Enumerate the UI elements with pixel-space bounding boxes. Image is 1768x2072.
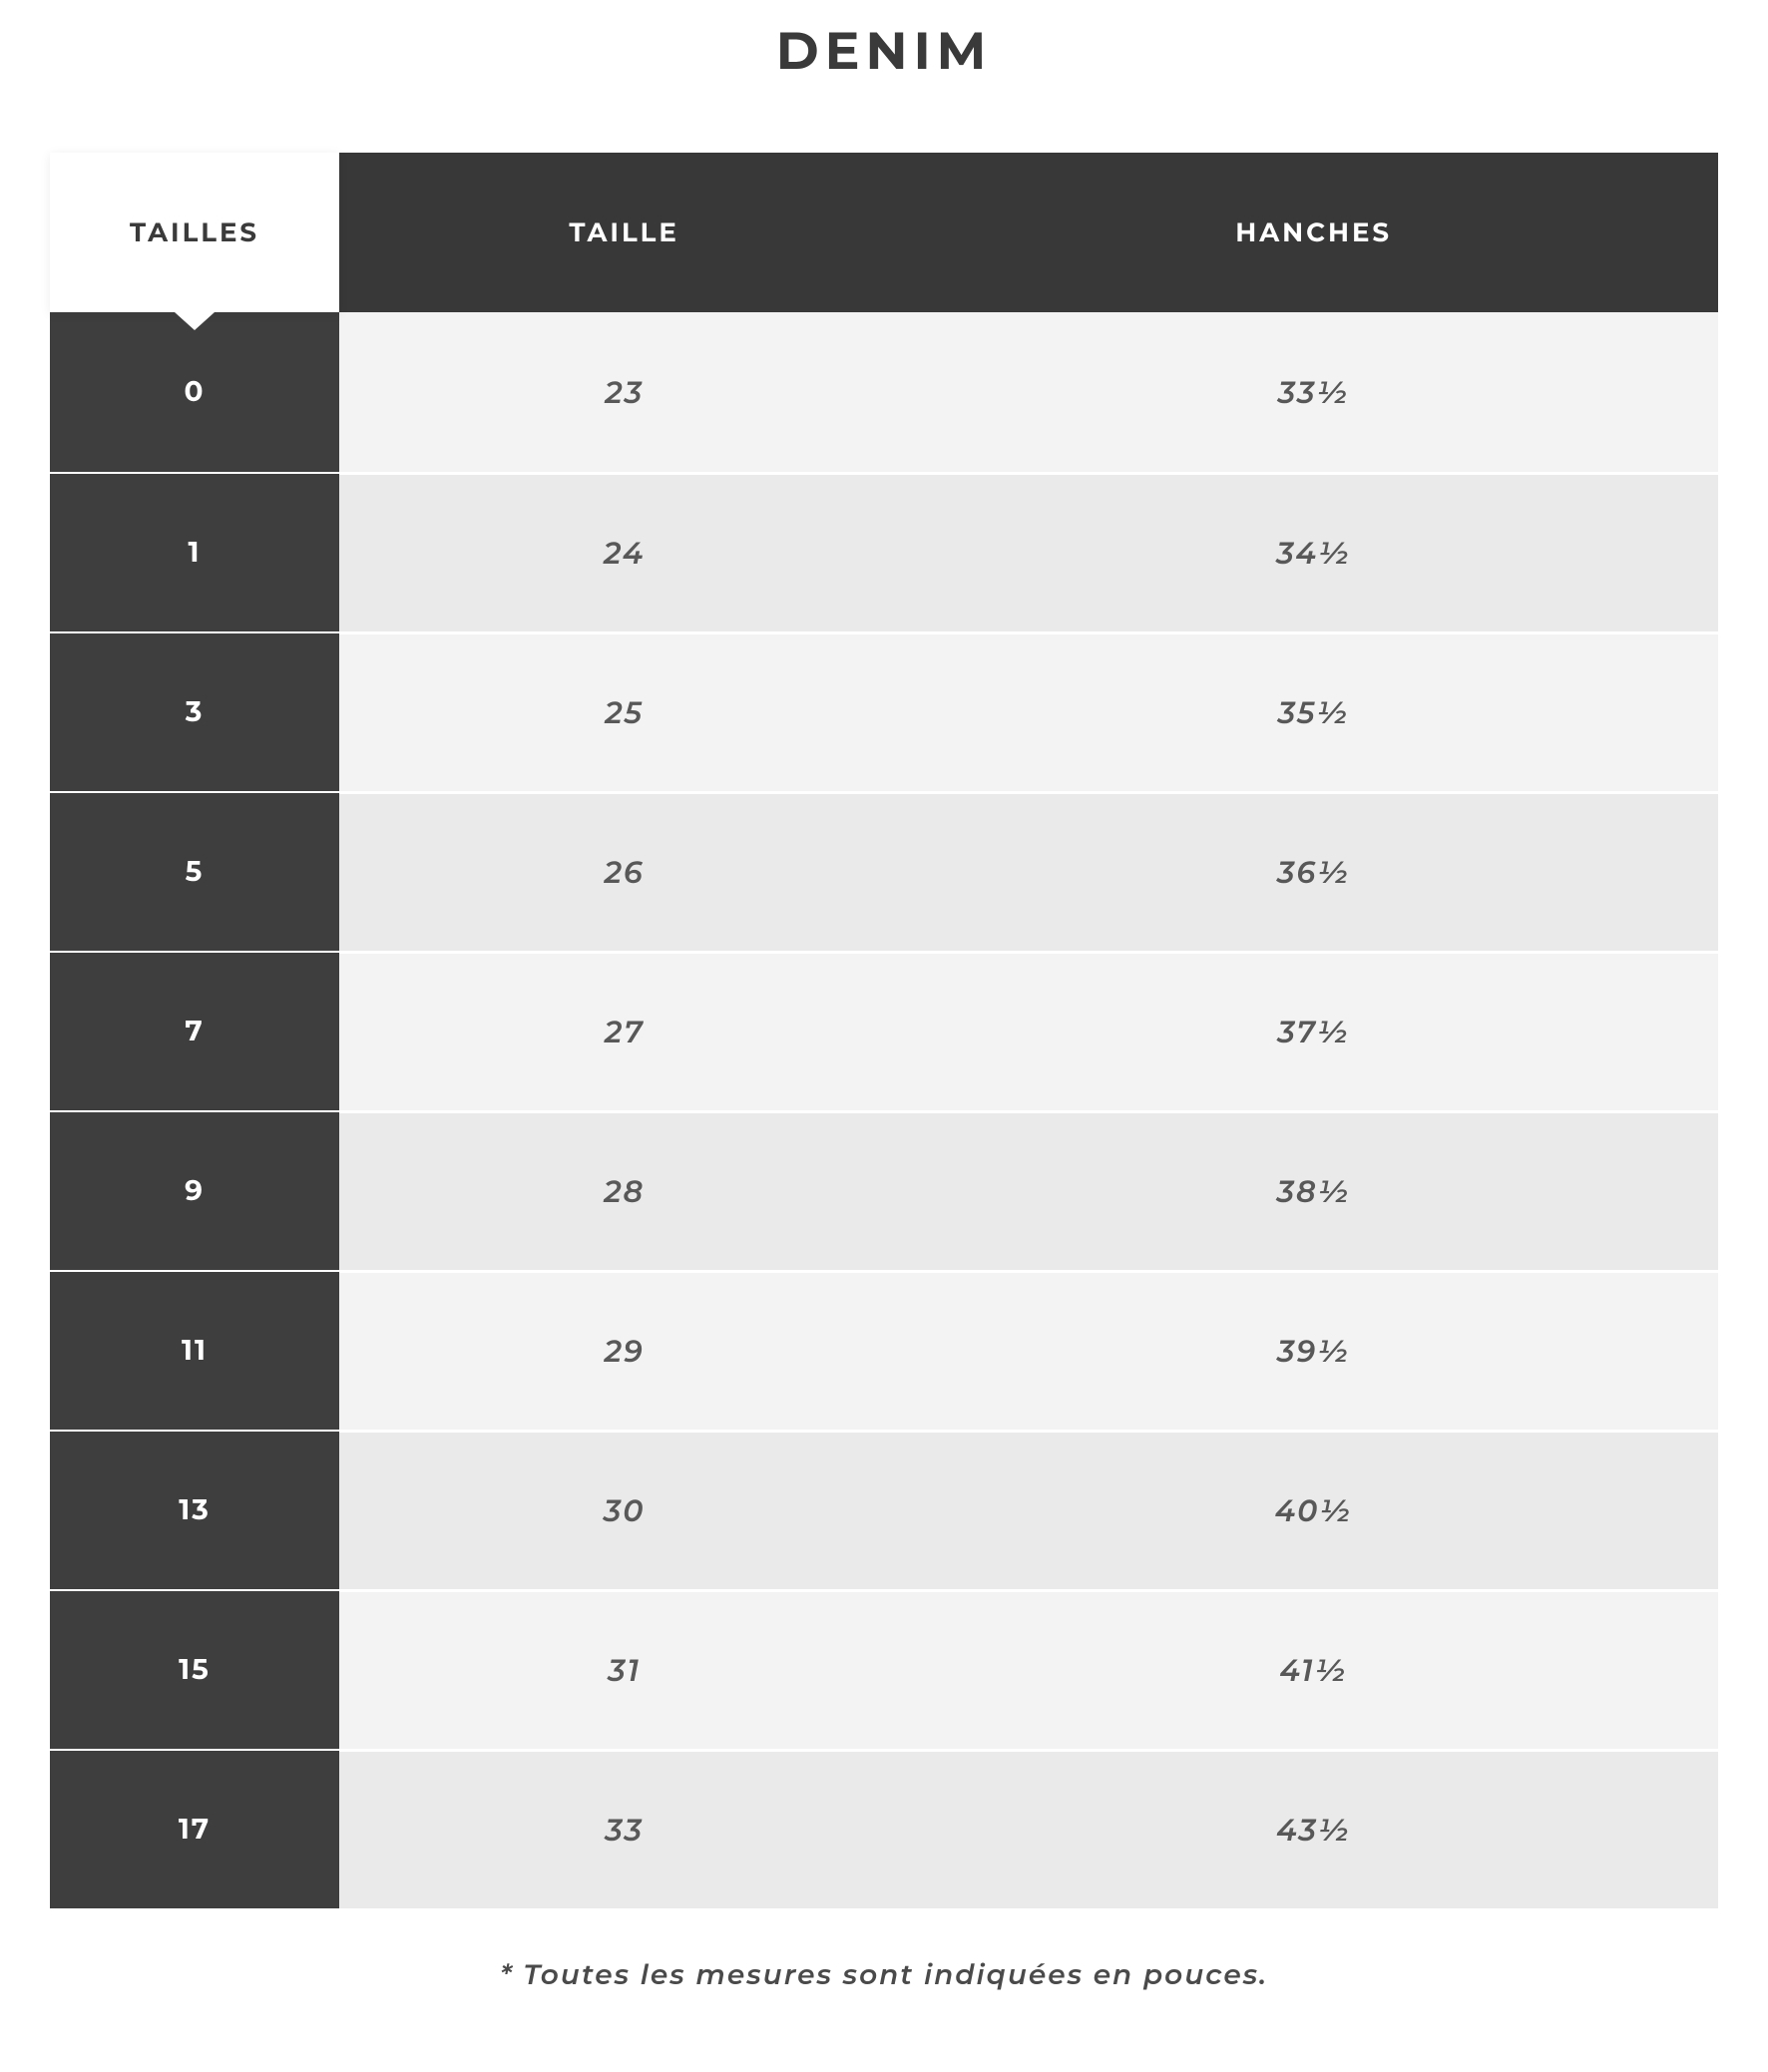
size-cell: 11: [50, 1270, 339, 1430]
table-row: 3 25 35½: [50, 631, 1718, 791]
table-row: 11 29 39½: [50, 1270, 1718, 1430]
hips-cell: 43½: [909, 1749, 1718, 1908]
size-chart-table: TAILLES TAILLE HANCHES 0 23 33½ 1 24 34½…: [50, 153, 1718, 1908]
column-header-sizes[interactable]: TAILLES: [50, 153, 339, 312]
waist-cell: 27: [339, 951, 909, 1110]
waist-cell: 30: [339, 1430, 909, 1589]
table-row: 5 26 36½: [50, 791, 1718, 951]
waist-cell: 31: [339, 1589, 909, 1749]
waist-cell: 25: [339, 631, 909, 791]
size-cell: 7: [50, 951, 339, 1110]
hips-cell: 41½: [909, 1589, 1718, 1749]
column-header-waist: TAILLE: [339, 153, 909, 312]
hips-cell: 39½: [909, 1270, 1718, 1430]
size-cell: 17: [50, 1749, 339, 1908]
header-row: TAILLES TAILLE HANCHES: [50, 153, 1718, 312]
size-cell: 9: [50, 1110, 339, 1270]
hips-cell: 33½: [909, 312, 1718, 472]
hips-cell: 36½: [909, 791, 1718, 951]
table-row: 15 31 41½: [50, 1589, 1718, 1749]
hips-cell: 38½: [909, 1110, 1718, 1270]
size-cell: 3: [50, 631, 339, 791]
table-row: 13 30 40½: [50, 1430, 1718, 1589]
hips-cell: 34½: [909, 472, 1718, 631]
table-row: 1 24 34½: [50, 472, 1718, 631]
table-row: 9 28 38½: [50, 1110, 1718, 1270]
waist-cell: 29: [339, 1270, 909, 1430]
hips-cell: 35½: [909, 631, 1718, 791]
table-row: 0 23 33½: [50, 312, 1718, 472]
column-header-hips: HANCHES: [909, 153, 1718, 312]
size-cell: 15: [50, 1589, 339, 1749]
hips-cell: 37½: [909, 951, 1718, 1110]
waist-cell: 33: [339, 1749, 909, 1908]
table-row: 7 27 37½: [50, 951, 1718, 1110]
table-row: 17 33 43½: [50, 1749, 1718, 1908]
footnote: * Toutes les mesures sont indiquées en p…: [50, 1908, 1718, 1992]
size-cell: 13: [50, 1430, 339, 1589]
size-cell: 5: [50, 791, 339, 951]
waist-cell: 28: [339, 1110, 909, 1270]
size-cell: 1: [50, 472, 339, 631]
waist-cell: 24: [339, 472, 909, 631]
size-cell: 0: [50, 312, 339, 472]
hips-cell: 40½: [909, 1430, 1718, 1589]
waist-cell: 26: [339, 791, 909, 951]
table-body: 0 23 33½ 1 24 34½ 3 25 35½ 5 26 36½ 7 27…: [50, 312, 1718, 1908]
waist-cell: 23: [339, 312, 909, 472]
page-title: DENIM: [50, 0, 1718, 153]
